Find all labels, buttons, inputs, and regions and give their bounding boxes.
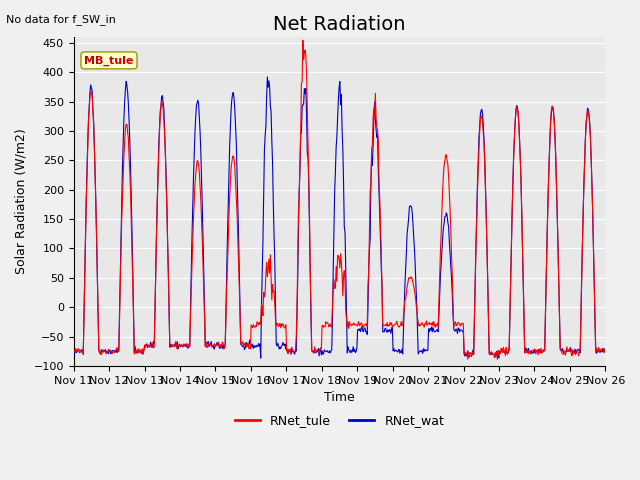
- Legend: RNet_tule, RNet_wat: RNet_tule, RNet_wat: [230, 409, 449, 432]
- X-axis label: Time: Time: [324, 391, 355, 404]
- Text: No data for f_SW_in: No data for f_SW_in: [6, 14, 116, 25]
- Y-axis label: Solar Radiation (W/m2): Solar Radiation (W/m2): [15, 129, 28, 274]
- Title: Net Radiation: Net Radiation: [273, 15, 406, 34]
- Text: MB_tule: MB_tule: [84, 55, 134, 66]
